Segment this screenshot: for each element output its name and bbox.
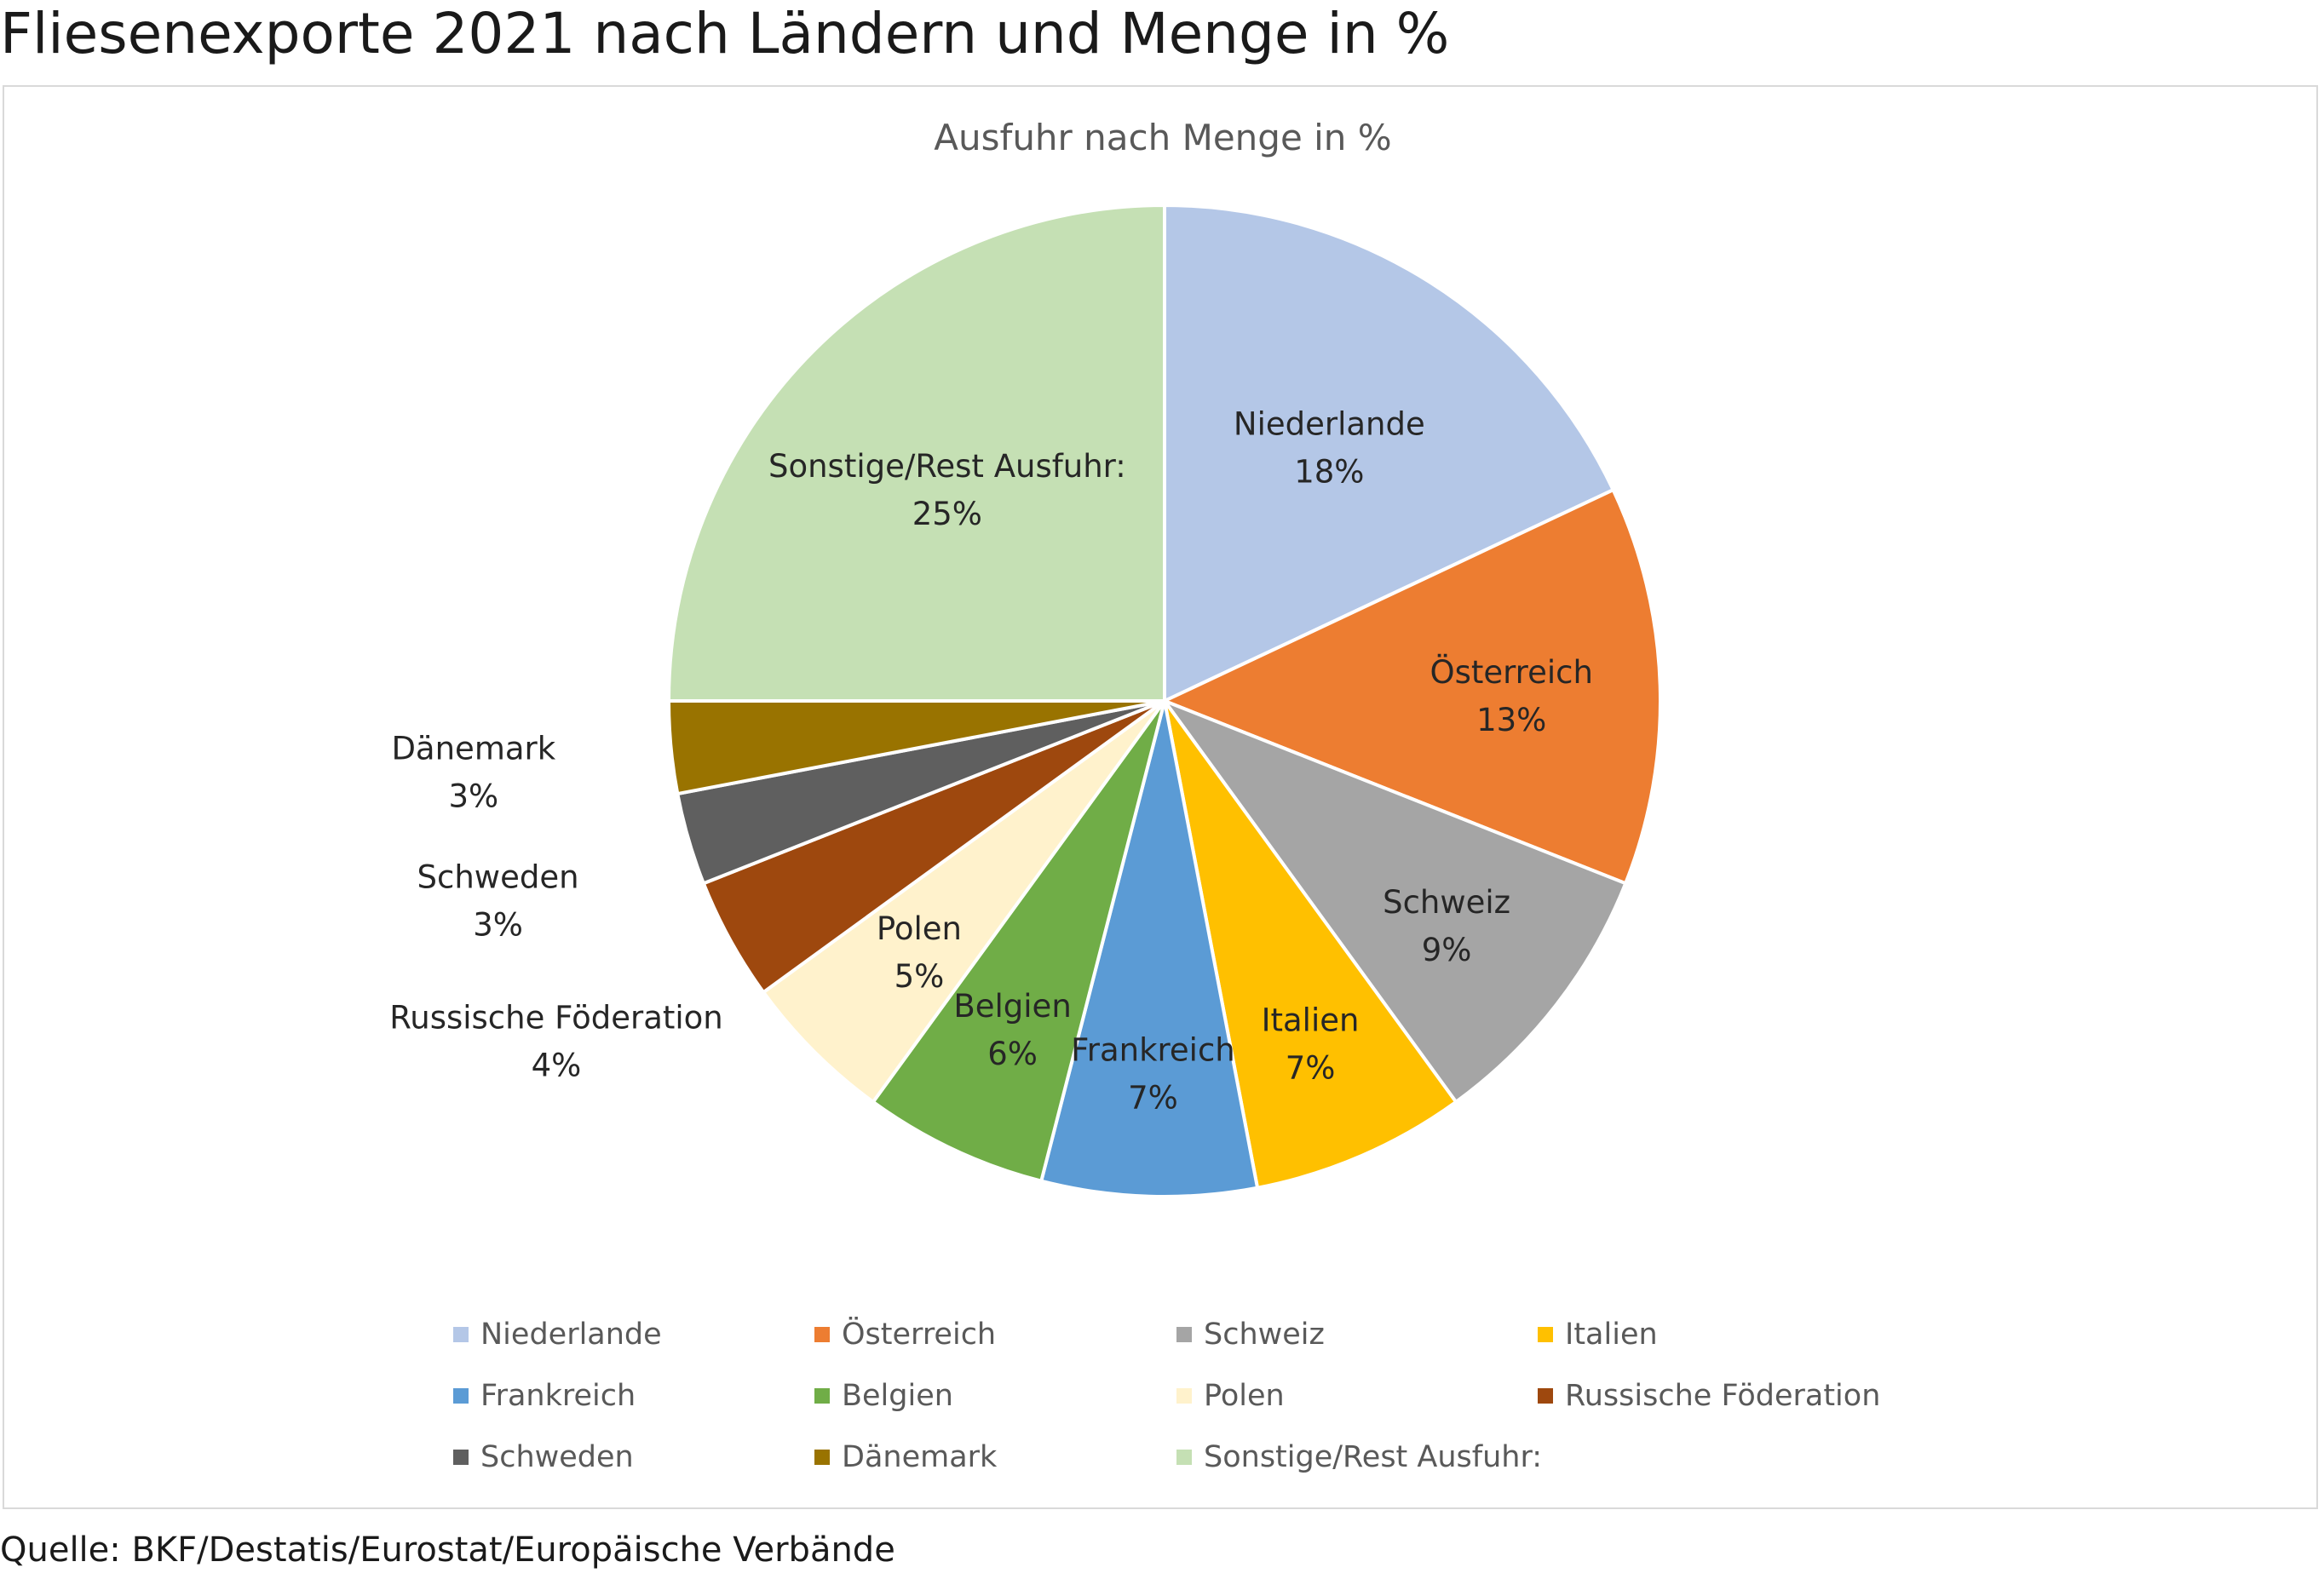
data-label-name-frankreich: Frankreich [1071,1031,1235,1068]
chart-title: Ausfuhr nach Menge in % [934,117,1391,158]
data-label-value-schweden: 3% [473,906,523,943]
data-label-value-frankreich: 7% [1128,1079,1178,1116]
legend-label-oesterreich: Österreich [842,1316,996,1352]
data-label-name-polen: Polen [877,910,962,947]
data-label-value-oesterreich: 13% [1476,702,1546,738]
pie-slice-niederlande [1163,203,1616,704]
legend-swatch-italien [1538,1327,1553,1342]
data-label-name-oesterreich: Österreich [1429,654,1592,691]
legend-label-frankreich: Frankreich [480,1379,636,1413]
data-label-value-schweiz: 9% [1422,932,1472,968]
legend-swatch-oesterreich [814,1327,830,1342]
legend-swatch-russische-foederation [1538,1388,1553,1404]
legend-label-niederlande: Niederlande [480,1318,662,1352]
legend-label-sonstige-rest-ausfuhr: Sonstige/Rest Ausfuhr: [1204,1440,1542,1474]
legend-swatch-schweiz [1176,1327,1192,1342]
source-note: Quelle: BKF/Destatis/Eurostat/Europäisch… [0,1530,895,1570]
legend-label-schweiz: Schweiz [1204,1318,1325,1352]
data-label-value-belgien: 6% [987,1036,1038,1072]
legend-label-russische-foederation: Russische Föderation [1565,1379,1880,1413]
pie-slice-italien [1163,699,1458,1191]
data-label-name-sonstige-rest-ausfuhr: Sonstige/Rest Ausfuhr: [768,448,1126,485]
pie-slice-polen [761,699,1166,1105]
pie-slices [666,203,1662,1198]
data-label-value-sonstige-rest-ausfuhr: 25% [912,496,982,532]
data-labels: Niederlande 18% Österreich 13% Schweiz 9% Ital… [389,405,1593,1116]
pie-slice-oesterreich [1159,487,1662,886]
data-label-name-schweden: Schweden [417,858,579,895]
legend-swatch-frankreich [453,1388,469,1404]
data-label-name-russische-foederation: Russische Föderation [389,1000,723,1036]
data-label-value-italien: 7% [1286,1049,1336,1086]
page-title: Fliesenexporte 2021 nach Ländern und Men… [0,1,1450,66]
legend-swatch-niederlande [453,1327,469,1342]
pie-chart: Ausfuhr nach Menge in % Niederlande 18% Ös… [389,117,1880,1474]
data-label-value-russische-foederation: 4% [532,1048,582,1084]
data-label-name-italien: Italien [1262,1002,1360,1038]
data-label-value-polen: 5% [895,958,945,995]
pie-slice-belgien [871,699,1166,1184]
data-label-value-niederlande: 18% [1294,453,1364,490]
legend-swatch-belgien [814,1388,830,1404]
legend-swatch-polen [1176,1388,1192,1404]
legend-label-belgien: Belgien [842,1379,953,1413]
legend-label-polen: Polen [1204,1379,1285,1413]
data-label-value-daenemark: 3% [448,778,498,815]
pie-slice-sonstige-rest-ausfuhr [666,203,1166,703]
legend-label-schweden: Schweden [480,1440,634,1474]
legend-swatch-schweden [453,1450,469,1465]
legend-swatch-sonstige-rest-ausfuhr [1176,1450,1192,1465]
data-label-name-schweiz: Schweiz [1383,884,1510,921]
legend-label-daenemark: Dänemark [842,1440,998,1474]
data-label-name-niederlande: Niederlande [1234,405,1425,442]
chart-frame: Ausfuhr nach Menge in % Niederlande 18% Ös… [3,85,2318,1509]
legend: Niederlande Österreich Schweiz Italien Frank… [453,1316,1880,1474]
data-label-name-daenemark: Dänemark [391,731,555,767]
legend-label-italien: Italien [1565,1318,1658,1352]
pie-slice-frankreich [1038,700,1260,1198]
legend-swatch-daenemark [814,1450,830,1465]
data-label-name-belgien: Belgien [953,988,1071,1025]
pie-slice-schweiz [1159,697,1628,1105]
